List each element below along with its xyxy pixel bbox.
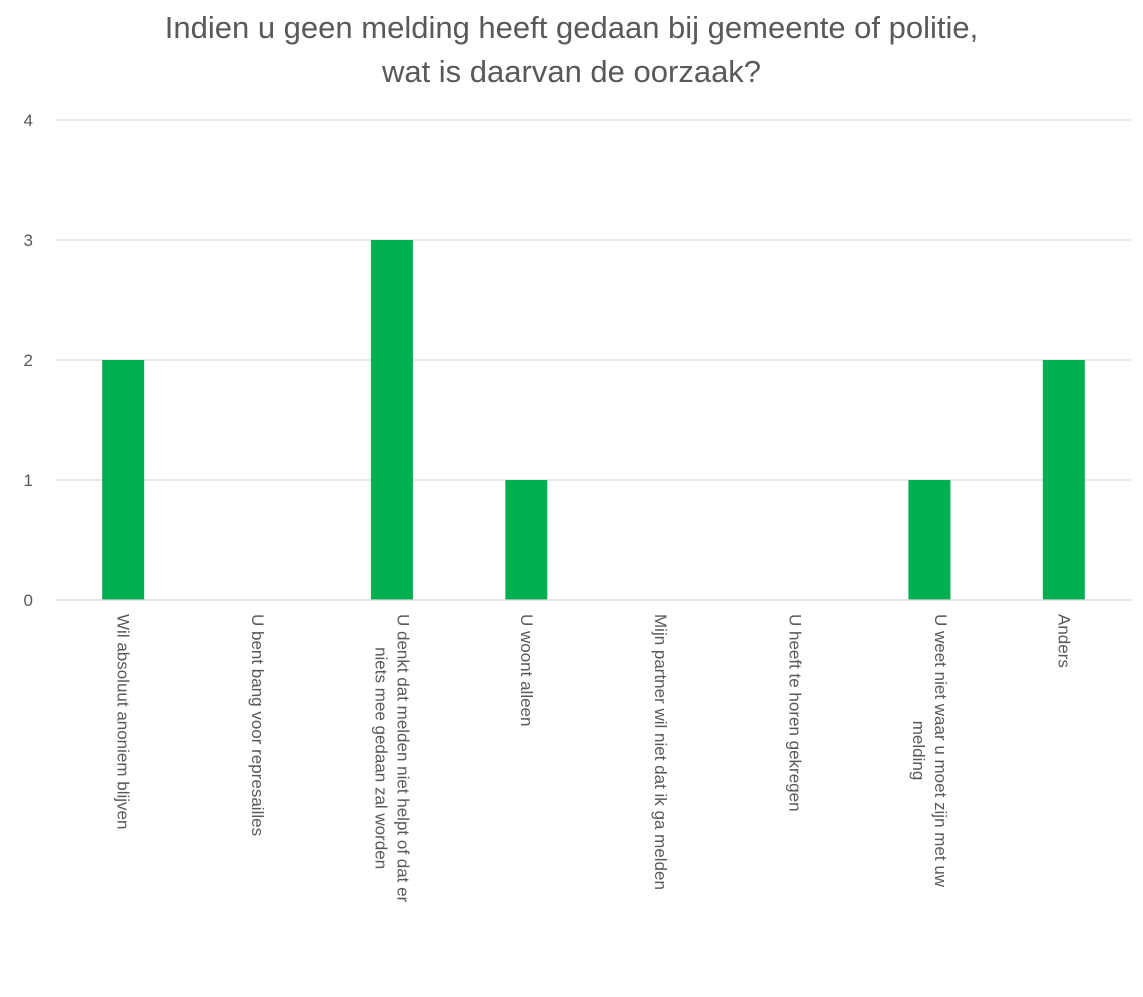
bar	[102, 360, 145, 600]
y-tick-label: 4	[24, 111, 33, 130]
y-tick-label: 3	[24, 231, 33, 250]
y-tick-label: 0	[24, 591, 33, 610]
x-tick-label: U woont alleen	[517, 614, 536, 726]
chart-title: Indien u geen melding heeft gedaan bij g…	[164, 10, 979, 89]
x-tick-label: U denkt dat melden niet helpt of dat er	[393, 614, 412, 903]
x-tick-label: U weet niet waar u moet zijn met uw	[931, 614, 950, 888]
x-tick-label: Anders	[1054, 614, 1073, 668]
bar	[1042, 360, 1085, 600]
y-tick-label: 2	[24, 351, 33, 370]
y-tick-label: 1	[24, 471, 33, 490]
bar	[370, 240, 413, 600]
x-tick-label: niets mee gedaan zal worden	[371, 647, 390, 869]
bar	[505, 480, 548, 600]
x-tick-label: Mijn partner wil niet dat ik ga melden	[651, 614, 670, 890]
x-tick-label: U bent bang voor represailles	[248, 614, 267, 836]
x-tick-label: melding	[909, 721, 928, 781]
x-tick-label: U heeft te horen gekregen	[786, 614, 805, 812]
x-tick-label: Wil absoluut anoniem blijven	[114, 614, 133, 829]
bar	[908, 480, 951, 600]
